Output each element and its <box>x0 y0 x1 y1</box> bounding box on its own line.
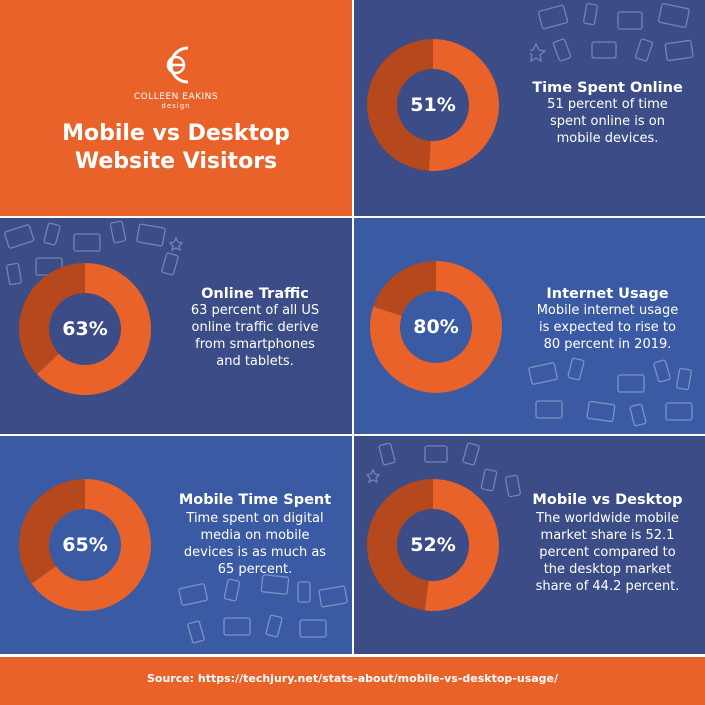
donut-percent-label: 65% <box>62 534 108 556</box>
stat-title-mobile-vs-desktop: Mobile vs Desktop <box>532 492 683 508</box>
desc-line: media on mobile <box>200 528 310 543</box>
desc-line: Mobile internet usage <box>536 303 679 318</box>
stat-desc-time-spent-online: 51 percent of time spent online is on mo… <box>520 96 695 147</box>
donut-slice-remainder <box>366 479 433 611</box>
footer-bar <box>0 657 705 705</box>
device-doodles-icon <box>530 2 705 72</box>
panel-time-spent-online <box>354 0 705 216</box>
donut-slice-remainder <box>373 261 436 316</box>
donut-chart-online-traffic: 63% <box>18 262 152 396</box>
source-link[interactable]: Source: https://techjury.net/stats-about… <box>146 672 559 685</box>
donut-percent-label: 63% <box>62 318 108 340</box>
stat-title-mobile-time-spent: Mobile Time Spent <box>178 492 332 508</box>
desc-line: Time spent on digital <box>186 511 324 526</box>
donut-percent-label: 51% <box>410 94 456 116</box>
donut-svg <box>18 263 151 395</box>
donut-slice-remainder <box>18 263 85 375</box>
desc-line: 65 percent. <box>217 562 293 577</box>
title-line-1: Mobile vs Desktop <box>62 121 290 146</box>
desc-line: spent online is on <box>550 114 665 129</box>
desc-line: market share is 52.1 <box>540 528 675 543</box>
desc-line: online traffic derive <box>191 320 319 335</box>
donut-chart-mobile-time-spent: 65% <box>18 478 152 612</box>
donut-slice-mobile <box>428 39 499 171</box>
donut-slice-remainder <box>366 39 433 171</box>
stat-desc-internet-usage: Mobile internet usage is expected to ris… <box>520 302 695 353</box>
donut-chart-internet-usage: 80% <box>369 260 503 394</box>
donut-svg <box>370 261 502 393</box>
desc-line: percent compared to <box>539 545 676 560</box>
donut-slice-mobile <box>31 479 152 611</box>
desc-line: the desktop market <box>543 562 672 577</box>
panel-mobile-vs-desktop <box>354 436 705 654</box>
desc-line: The worldwide mobile <box>536 511 679 526</box>
desc-line: 80 percent in 2019. <box>543 337 672 352</box>
stat-desc-mobile-vs-desktop: The worldwide mobile market share is 52.… <box>520 510 695 595</box>
desc-line: 51 percent of time <box>547 97 668 112</box>
donut-svg <box>19 479 152 611</box>
panel-internet-usage <box>354 218 705 434</box>
donut-slice-mobile <box>424 479 499 611</box>
desc-line: from smartphones <box>195 337 315 352</box>
donut-slice-mobile <box>36 263 151 395</box>
desc-line: mobile devices. <box>556 131 659 146</box>
donut-svg <box>366 39 499 171</box>
logo-mark-icon <box>158 40 194 90</box>
title-line-2: Website Visitors <box>74 149 278 174</box>
stat-title-online-traffic: Online Traffic <box>201 286 309 302</box>
donut-percent-label: 80% <box>413 316 459 338</box>
device-doodles-icon <box>365 440 540 510</box>
donut-chart-time-spent-online: 51% <box>366 38 500 172</box>
donut-slice-mobile <box>370 261 502 393</box>
desc-line: is expected to rise to <box>539 320 676 335</box>
desc-line: and tablets. <box>216 354 294 369</box>
desc-line: 63 percent of all US <box>190 303 320 318</box>
page-title: Mobile vs Desktop Website Visitors <box>0 120 352 176</box>
stat-desc-online-traffic: 63 percent of all US online traffic deri… <box>170 302 340 370</box>
panel-mobile-time-spent <box>0 436 352 654</box>
desc-line: devices is as much as <box>183 545 327 560</box>
desc-line: share of 44.2 percent. <box>535 579 680 594</box>
logo-sub: design <box>161 102 191 110</box>
logo: COLLEEN EAKINS design <box>0 40 352 110</box>
logo-name: COLLEEN EAKINS <box>133 92 219 102</box>
donut-chart-mobile-vs-desktop: 52% <box>366 478 500 612</box>
donut-percent-label: 52% <box>410 534 456 556</box>
donut-svg <box>366 479 499 611</box>
panel-online-traffic <box>0 218 352 434</box>
title-panel: COLLEEN EAKINS design Mobile vs Desktop … <box>0 0 352 216</box>
stat-desc-mobile-time-spent: Time spent on digital media on mobile de… <box>170 510 340 578</box>
donut-slice-remainder <box>19 479 85 584</box>
stat-title-internet-usage: Internet Usage <box>546 286 669 302</box>
device-doodles-icon <box>520 355 705 435</box>
device-doodles-icon <box>170 572 352 654</box>
device-doodles-icon <box>0 220 185 295</box>
stat-title-time-spent-online: Time Spent Online <box>532 80 683 96</box>
